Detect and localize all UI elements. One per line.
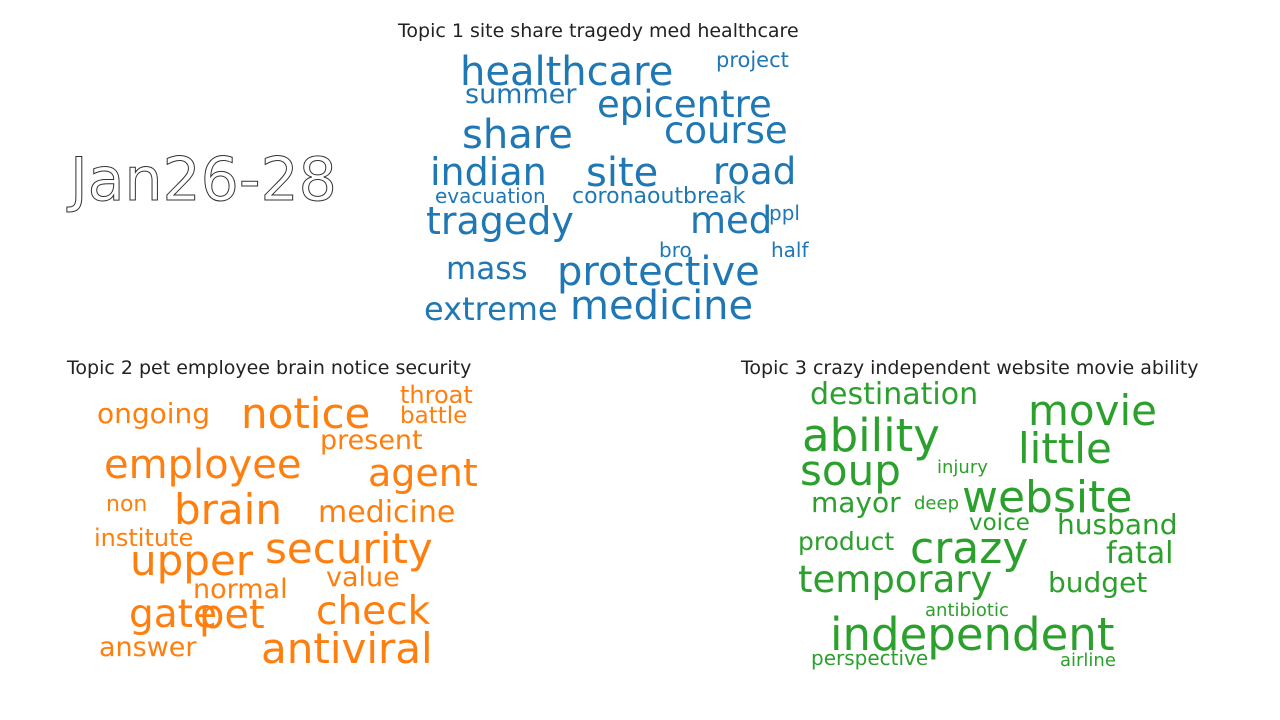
word-institute: institute — [94, 524, 194, 552]
word-epicentre: epicentre — [597, 83, 772, 126]
word-security: security — [265, 524, 433, 573]
word-extreme: extreme — [424, 290, 558, 328]
word-independent: independent — [830, 608, 1115, 661]
word-healthcare: healthcare — [460, 49, 674, 95]
word-movie: movie — [1028, 386, 1157, 435]
word-crazy: crazy — [910, 523, 1029, 574]
word-airline: airline — [1060, 650, 1116, 671]
word-tragedy: tragedy — [426, 199, 574, 243]
word-injury: injury — [937, 457, 988, 478]
word-medicine: medicine — [318, 495, 456, 530]
word-course: course — [664, 109, 788, 152]
word-medicine: medicine — [570, 283, 754, 329]
word-soup: soup — [800, 446, 901, 495]
word-bro: bro — [659, 238, 692, 262]
word-battle: battle — [400, 403, 468, 429]
word-summer: summer — [465, 79, 577, 110]
word-upper: upper — [130, 536, 254, 585]
word-website: website — [962, 472, 1133, 523]
word-gate: gate — [129, 592, 217, 637]
word-share: share — [462, 112, 573, 158]
word-present: present — [320, 425, 423, 456]
word-antibiotic: antibiotic — [925, 600, 1009, 621]
topic-3-title: Topic 3 crazy independent website movie … — [741, 357, 1199, 379]
word-normal: normal — [193, 574, 288, 605]
topic-1-title: Topic 1 site share tragedy med healthcar… — [398, 20, 799, 42]
word-brain: brain — [174, 485, 282, 534]
word-temporary: temporary — [798, 558, 993, 601]
word-little: little — [1018, 424, 1112, 473]
word-coronaoutbreak: coronaoutbreak — [572, 184, 746, 209]
word-product: product — [798, 527, 895, 556]
date-label: Jan26-28 — [70, 145, 338, 216]
word-destination: destination — [810, 377, 979, 412]
word-pet: pet — [199, 592, 265, 638]
word-husband: husband — [1057, 508, 1178, 541]
word-perspective: perspective — [811, 646, 929, 670]
word-antiviral: antiviral — [261, 624, 433, 673]
word-agent: agent — [368, 451, 478, 495]
word-site: site — [586, 150, 659, 196]
topic-2-title: Topic 2 pet employee brain notice securi… — [67, 357, 472, 379]
word-notice: notice — [241, 389, 371, 438]
word-voice: voice — [969, 510, 1030, 536]
word-ability: ability — [802, 409, 940, 462]
word-non: non — [106, 492, 148, 517]
word-mass: mass — [446, 251, 528, 287]
word-value: value — [326, 562, 400, 593]
word-indian: indian — [430, 150, 547, 194]
word-employee: employee — [104, 442, 302, 488]
word-budget: budget — [1048, 566, 1148, 599]
word-answer: answer — [99, 632, 197, 663]
word-ongoing: ongoing — [97, 397, 211, 430]
word-half: half — [771, 238, 809, 262]
word-deep: deep — [914, 493, 959, 514]
word-throat: throat — [400, 381, 473, 409]
word-check: check — [316, 589, 431, 634]
word-protective: protective — [557, 249, 760, 295]
word-evacuation: evacuation — [435, 184, 546, 208]
word-project: project — [716, 48, 789, 72]
word-mayor: mayor — [811, 486, 901, 519]
word-road: road — [713, 150, 797, 193]
word-med: med — [690, 199, 773, 242]
word-ppl: ppl — [769, 201, 800, 225]
word-fatal: fatal — [1106, 536, 1174, 571]
